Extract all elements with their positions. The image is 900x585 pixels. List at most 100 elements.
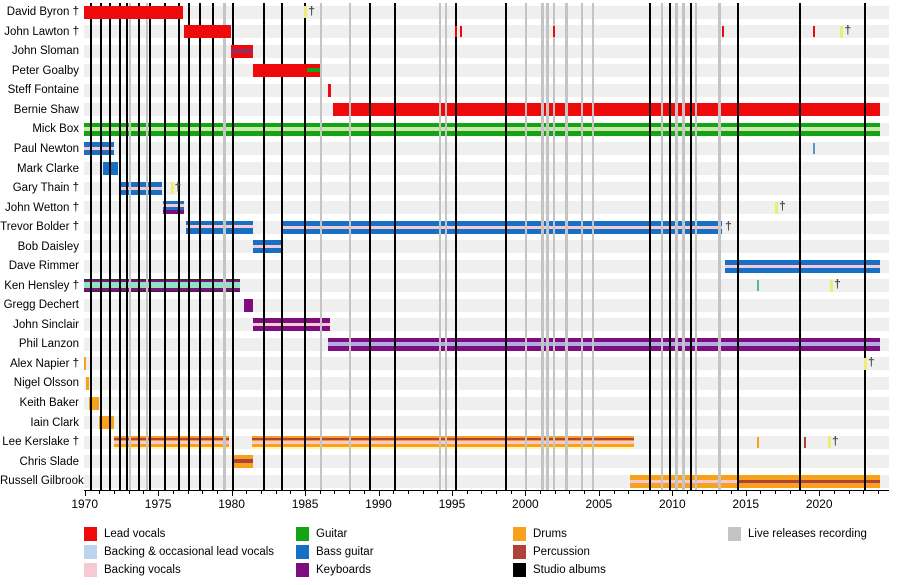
member-label: Chris Slade [19, 455, 79, 468]
studio-album-line [863, 3, 866, 490]
x-axis-minor-tick [114, 491, 116, 494]
row-band [84, 44, 889, 58]
legend-swatch [84, 527, 97, 541]
x-axis-minor-tick [554, 491, 556, 494]
death-year-tick [840, 25, 844, 38]
guest-appearance-tick [757, 280, 760, 292]
legend-label: Guitar [316, 528, 348, 540]
legend-swatch [513, 527, 526, 541]
x-axis-minor-tick [510, 491, 512, 494]
legend-swatch [296, 545, 309, 559]
x-axis-minor-tick [613, 491, 615, 494]
x-axis-major-tick [598, 491, 600, 496]
x-axis-major-tick [158, 491, 160, 496]
legend-swatch [728, 527, 741, 541]
row-band [84, 181, 889, 195]
bar-stripe [163, 210, 184, 215]
x-axis-line [84, 490, 889, 491]
timeline-bar [283, 220, 723, 234]
legend-label: Percussion [533, 546, 590, 558]
bar-stripe [252, 437, 635, 440]
x-axis-minor-tick [172, 491, 174, 494]
studio-album-line [368, 3, 371, 490]
row-band [84, 416, 889, 430]
studio-album-line [262, 3, 265, 490]
bar-stripe [252, 323, 330, 327]
x-axis-minor-tick [202, 491, 204, 494]
timeline-bar [327, 83, 332, 97]
legend-swatch [513, 545, 526, 559]
x-axis-tick-label: 2020 [805, 497, 833, 511]
live-release-line [565, 3, 568, 490]
x-axis-tick-label: 2010 [658, 497, 686, 511]
bar-stripe [252, 245, 283, 249]
legend-label: Lead vocals [104, 528, 166, 540]
timeline-bar [252, 318, 330, 332]
x-axis-tick-label: 1970 [71, 497, 99, 511]
live-release-line [694, 3, 698, 490]
live-release-line [718, 3, 721, 490]
x-axis-minor-tick [143, 491, 145, 494]
member-label: Mark Clarke [17, 162, 79, 175]
member-label: Mick Box [32, 123, 79, 136]
row-band [84, 25, 889, 39]
timeline-bar [231, 455, 253, 469]
death-dagger: † [779, 199, 786, 214]
member-label: Gregg Dechert [3, 299, 79, 312]
studio-album-line [125, 3, 128, 490]
timeline-bar [332, 103, 881, 117]
death-year-tick [830, 279, 834, 292]
x-axis-major-tick [231, 491, 233, 496]
legend-swatch [84, 563, 97, 577]
bar-stripe [725, 264, 881, 268]
x-axis-tick-label: 1995 [438, 497, 466, 511]
member-label: Nigel Olsson [13, 377, 79, 390]
x-axis-tick-label: 1980 [218, 497, 245, 511]
guest-appearance-tick [459, 26, 462, 38]
legend-label: Backing vocals [104, 564, 181, 576]
x-axis-tick-label: 1990 [365, 497, 392, 511]
x-axis-tick-label: 1975 [144, 497, 172, 511]
studio-album-line [138, 3, 141, 490]
bar-stripe [306, 68, 320, 73]
bar-stripe [83, 126, 881, 131]
guest-appearance-tick [721, 26, 724, 38]
x-axis-minor-tick [540, 491, 542, 494]
bar-stripe [83, 147, 115, 151]
x-axis-minor-tick [422, 491, 424, 494]
x-axis-minor-tick [407, 491, 409, 494]
studio-album-line [199, 3, 202, 490]
studio-album-line [393, 3, 396, 490]
member-label: Ken Hensley † [4, 279, 79, 292]
row-band [84, 64, 889, 78]
live-release-line [675, 3, 678, 490]
x-axis-minor-tick [628, 491, 630, 494]
timeline-bar [252, 240, 283, 254]
guest-appearance-tick [813, 143, 816, 155]
timeline-bar [230, 44, 253, 58]
live-release-line [682, 3, 685, 490]
live-release-line [580, 3, 584, 490]
x-axis-minor-tick [804, 491, 806, 494]
timeline-bar [244, 298, 253, 312]
bar-stripe [738, 479, 881, 483]
member-label: Phil Lanzon [18, 338, 79, 351]
death-dagger: † [867, 355, 875, 370]
death-dagger: † [174, 179, 182, 194]
studio-album-line [99, 3, 102, 490]
member-label: Russell Gilbrook [0, 475, 84, 488]
x-axis-tick-label: 2015 [732, 497, 760, 511]
x-axis-minor-tick [569, 491, 571, 494]
bar-stripe [114, 440, 230, 444]
studio-album-line [178, 3, 181, 490]
bar-stripe [119, 186, 162, 190]
timeline-bar [327, 337, 881, 351]
studio-album-line [163, 3, 166, 490]
x-axis-minor-tick [496, 491, 498, 494]
x-axis-minor-tick [260, 491, 262, 494]
member-label: Trevor Bolder † [0, 221, 79, 234]
studio-album-line [232, 3, 235, 490]
live-release-line [444, 3, 448, 490]
row-band [84, 201, 889, 215]
x-axis-minor-tick [393, 491, 395, 494]
